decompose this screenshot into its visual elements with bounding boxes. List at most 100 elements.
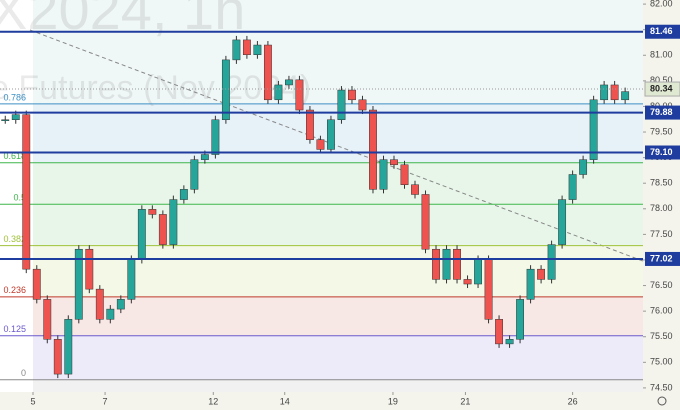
- candle-body: [74, 248, 83, 320]
- x-tick-label: 19: [388, 396, 398, 406]
- last-price-label: 80.34: [650, 83, 673, 93]
- fib-label: 0.5: [13, 193, 26, 203]
- candle-body: [190, 159, 199, 190]
- candle-body: [116, 299, 125, 310]
- y-tick-label: 82.00: [650, 0, 673, 8]
- candle-body: [253, 44, 262, 56]
- fib-label: 0: [21, 368, 26, 378]
- candle-body: [474, 259, 482, 285]
- candle-body: [400, 164, 409, 185]
- fib-band: [33, 162, 643, 205]
- fib-band: [33, 379, 643, 392]
- candle-body: [337, 89, 346, 120]
- x-tick-label: 14: [280, 396, 290, 406]
- y-tick-label: 77.50: [650, 229, 673, 239]
- candle-body: [232, 39, 241, 61]
- fib-band: [33, 204, 643, 246]
- level-label: 79.88: [650, 107, 673, 117]
- candle-body: [169, 199, 178, 245]
- y-tick-label: 75.50: [650, 331, 673, 341]
- fib-band: [33, 335, 643, 380]
- x-axis-panel: [0, 392, 680, 410]
- y-tick-label: 80.50: [650, 75, 673, 85]
- candle-body: [390, 159, 398, 166]
- candle-body: [348, 89, 356, 101]
- candle-body: [484, 259, 493, 320]
- candle-body: [421, 194, 430, 250]
- candle-body: [516, 299, 525, 340]
- fib-label: 0.382: [3, 234, 26, 244]
- candle-body: [442, 248, 451, 280]
- candle-body: [610, 84, 619, 101]
- trend-line: [29, 29, 680, 276]
- y-tick-label: 74.50: [650, 382, 673, 392]
- y-tick-label: 79.50: [650, 126, 673, 136]
- candle-body: [179, 189, 188, 200]
- candle-body: [137, 209, 146, 260]
- candle-body: [432, 248, 440, 280]
- candle-body: [274, 84, 283, 101]
- level-label: 77.02: [650, 253, 673, 263]
- level-label: 81.46: [650, 26, 673, 36]
- x-tick-label: 21: [460, 396, 470, 406]
- candle-body: [463, 279, 472, 285]
- fib-label: 0.786: [3, 92, 26, 102]
- candle-body: [505, 339, 514, 345]
- candle-body: [127, 259, 136, 300]
- candle-body: [379, 159, 388, 190]
- candle-body: [327, 119, 335, 150]
- fib-label: 0.125: [3, 324, 26, 334]
- x-tick-label: 12: [208, 396, 218, 406]
- last-price-box: [644, 81, 680, 97]
- candle-body: [369, 109, 377, 190]
- level-label: 79.10: [650, 147, 673, 157]
- candle-body: [200, 154, 209, 160]
- candle-body: [11, 114, 20, 120]
- y-tick-label: 78.50: [650, 178, 673, 188]
- candle-body: [600, 84, 609, 101]
- x-tick-label: 7: [103, 396, 108, 406]
- candle-body: [22, 114, 31, 270]
- x-tick-label: 5: [30, 396, 35, 406]
- candle-body: [306, 109, 314, 140]
- candle-body: [579, 159, 588, 175]
- candle-body: [495, 319, 503, 345]
- watermark: X2024, 1h: [0, 0, 245, 41]
- settings-icon[interactable]: [657, 396, 667, 406]
- y-tick-label: 76.50: [650, 280, 673, 290]
- candle-body: [1, 119, 10, 121]
- candle-body: [621, 91, 630, 101]
- candle-body: [32, 268, 41, 300]
- candle-body: [148, 209, 157, 215]
- candle-body: [211, 119, 220, 155]
- level-label-box: [645, 24, 680, 39]
- fib-band: [33, 296, 643, 336]
- candle-body: [242, 39, 251, 56]
- candle-body: [106, 308, 115, 320]
- y-tick-label: 75.00: [650, 357, 673, 367]
- candle-body: [558, 199, 567, 245]
- y-tick-label: 78.00: [650, 203, 673, 213]
- candle-body: [547, 244, 556, 280]
- y-tick-label: 76.00: [650, 306, 673, 316]
- candle-body: [95, 288, 104, 320]
- candle-body: [43, 299, 52, 340]
- watermark: e Futures (Nov 2024): [0, 69, 311, 107]
- candle-body: [53, 339, 62, 375]
- candle-body: [568, 174, 577, 200]
- candle-body: [85, 248, 94, 290]
- level-label-box: [645, 251, 680, 266]
- candle-body: [537, 268, 546, 280]
- candle-body: [263, 44, 272, 101]
- candle-body: [316, 139, 325, 150]
- fib-label: 0.236: [3, 285, 26, 295]
- candle-body: [221, 59, 230, 120]
- fib-band: [33, 0, 643, 104]
- candle-body: [589, 99, 598, 160]
- level-label-box: [645, 145, 680, 160]
- y-axis-panel: [643, 0, 680, 410]
- candle-body: [64, 319, 73, 375]
- candle-body: [158, 214, 167, 245]
